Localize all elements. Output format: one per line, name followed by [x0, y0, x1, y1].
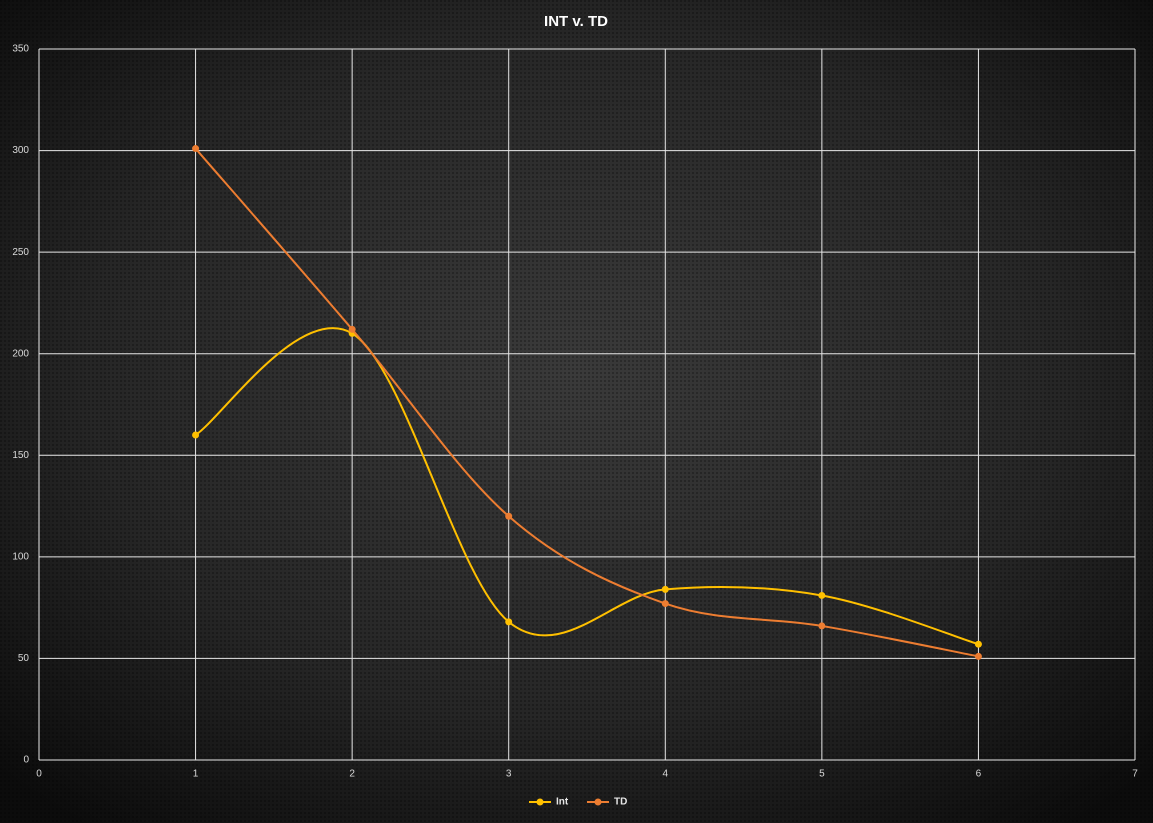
y-tick-label: 350	[12, 44, 29, 55]
data-point	[661, 585, 669, 593]
legend-marker	[594, 798, 602, 806]
x-tick-label: 0	[36, 769, 42, 780]
legend-label: TD	[614, 797, 627, 808]
data-point	[505, 618, 513, 626]
data-point	[661, 600, 669, 608]
y-tick-label: 100	[12, 551, 29, 562]
legend-marker	[536, 798, 544, 806]
y-tick-label: 250	[12, 247, 29, 258]
x-tick-label: 6	[976, 769, 982, 780]
data-point	[974, 652, 982, 660]
data-point	[974, 640, 982, 648]
data-point	[192, 145, 200, 153]
y-tick-label: 300	[12, 145, 29, 156]
data-point	[505, 512, 513, 520]
data-point	[192, 431, 200, 439]
x-tick-label: 7	[1132, 769, 1138, 780]
data-point	[348, 325, 356, 333]
x-tick-label: 5	[819, 769, 825, 780]
data-point	[818, 622, 826, 630]
y-tick-label: 200	[12, 348, 29, 359]
x-tick-label: 3	[506, 769, 512, 780]
y-tick-label: 0	[23, 755, 29, 766]
x-tick-label: 1	[193, 769, 199, 780]
series-line	[194, 147, 979, 658]
data-point	[818, 591, 826, 599]
y-tick-label: 50	[18, 653, 30, 664]
x-tick-label: 4	[663, 769, 669, 780]
y-tick-label: 150	[12, 450, 29, 461]
chart-title: INT v. TD	[544, 13, 608, 30]
legend-label: Int	[556, 797, 569, 808]
x-tick-label: 2	[349, 769, 355, 780]
